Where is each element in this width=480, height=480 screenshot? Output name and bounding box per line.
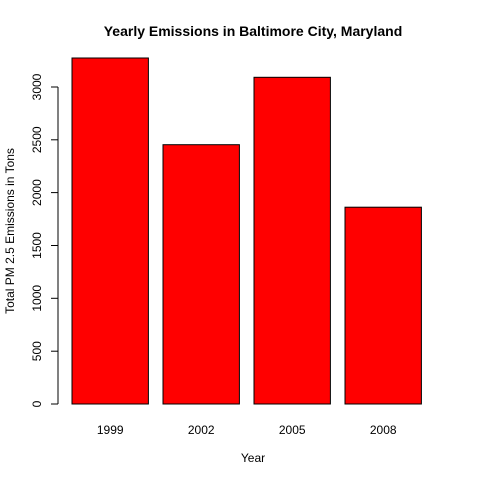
x-tick-label: 2005 — [279, 423, 306, 437]
y-tick-label: 2000 — [30, 179, 44, 206]
bar-2008 — [344, 206, 422, 405]
x-tick-label: 1999 — [97, 423, 124, 437]
x-tick-label: 2002 — [188, 423, 215, 437]
bar-2002 — [162, 144, 240, 405]
y-tick-label: 0 — [30, 400, 44, 407]
y-tick-label: 1000 — [30, 285, 44, 312]
y-tick-label: 2500 — [30, 126, 44, 153]
x-tick-label: 2008 — [370, 423, 397, 437]
x-axis-category-labels: 1999 2002 2005 2008 — [97, 423, 397, 437]
y-tick-label: 500 — [30, 341, 44, 361]
bar-1999 — [71, 57, 149, 405]
y-axis-label: Total PM 2.5 Emissions in Tons — [3, 148, 17, 314]
chart-title: Yearly Emissions in Baltimore City, Mary… — [104, 23, 403, 39]
bar-2005 — [253, 76, 331, 405]
y-axis: 0 500 1000 1500 2000 2500 3000 — [30, 73, 59, 407]
x-axis-label: Year — [241, 451, 265, 465]
bars-group — [71, 57, 422, 405]
y-tick-label: 1500 — [30, 232, 44, 259]
y-tick-label: 3000 — [30, 73, 44, 100]
